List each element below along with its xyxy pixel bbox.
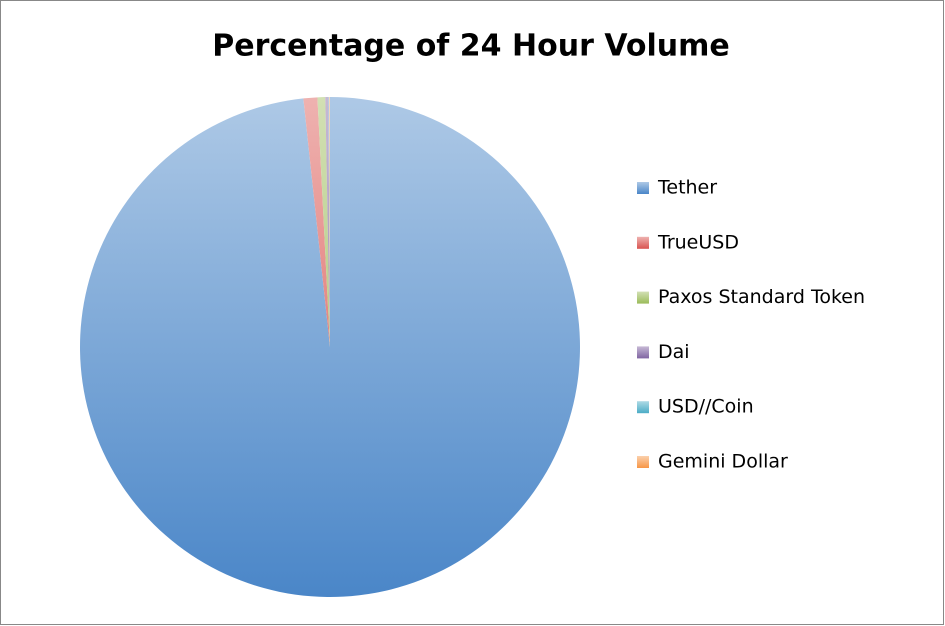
pie-slice [325, 97, 330, 347]
pie-slice [329, 97, 330, 347]
legend-swatch [637, 346, 649, 359]
legend-label: TrueUSD [657, 231, 739, 253]
legend-swatch [637, 291, 649, 304]
legend-label: Gemini Dollar [658, 451, 788, 473]
pie-slice [328, 97, 330, 347]
chart-title: Percentage of 24 Hour Volume [212, 29, 730, 64]
legend-label: Paxos Standard Token [658, 286, 865, 308]
pie-slice [317, 97, 330, 348]
legend-swatch [637, 236, 649, 249]
legend-swatch [637, 401, 649, 414]
legend-swatch [637, 182, 649, 194]
legend-label: Tether [657, 177, 717, 199]
pie-slice [80, 97, 580, 598]
pie-slice [303, 97, 330, 347]
legend-swatch [637, 456, 649, 468]
legend-label: USD//Coin [658, 396, 754, 418]
legend-label: Dai [658, 341, 690, 363]
